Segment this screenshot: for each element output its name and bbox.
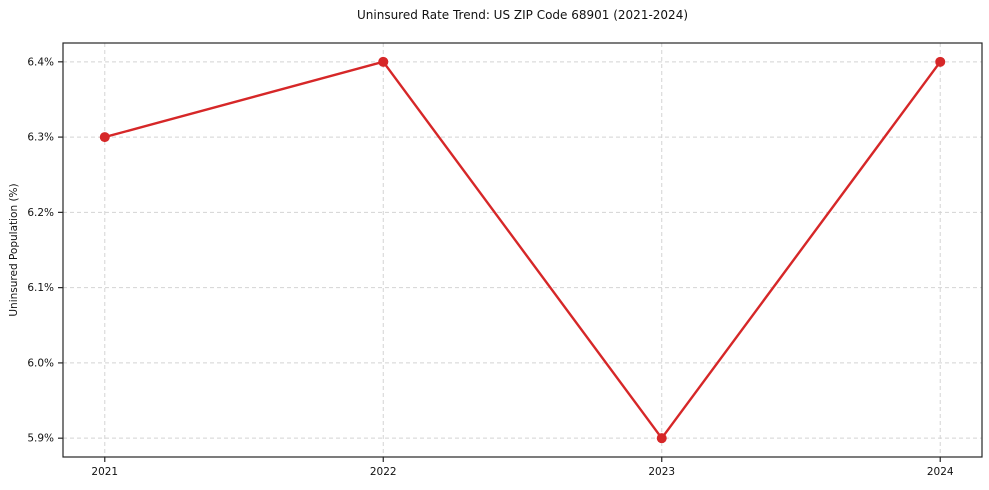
y-tick-label: 6.4% (27, 56, 54, 68)
x-tick-label: 2023 (648, 466, 675, 478)
y-tick-label: 5.9% (27, 433, 54, 445)
y-tick-label: 6.1% (27, 282, 54, 294)
y-tick-label: 6.3% (27, 132, 54, 144)
data-point-marker (99, 132, 110, 143)
x-tick-label: 2022 (370, 466, 397, 478)
plot-border (62, 42, 983, 458)
chart-title: Uninsured Rate Trend: US ZIP Code 68901 … (356, 8, 689, 22)
trend-line (103, 60, 942, 440)
x-tick-label: 2024 (927, 466, 954, 478)
data-point-marker (656, 433, 667, 444)
y-tick-label: 6.0% (27, 357, 54, 369)
y-tick-label: 6.2% (27, 207, 54, 219)
data-point-marker (935, 56, 946, 67)
data-point-marker (378, 56, 389, 67)
x-tick-label: 2021 (91, 466, 118, 478)
